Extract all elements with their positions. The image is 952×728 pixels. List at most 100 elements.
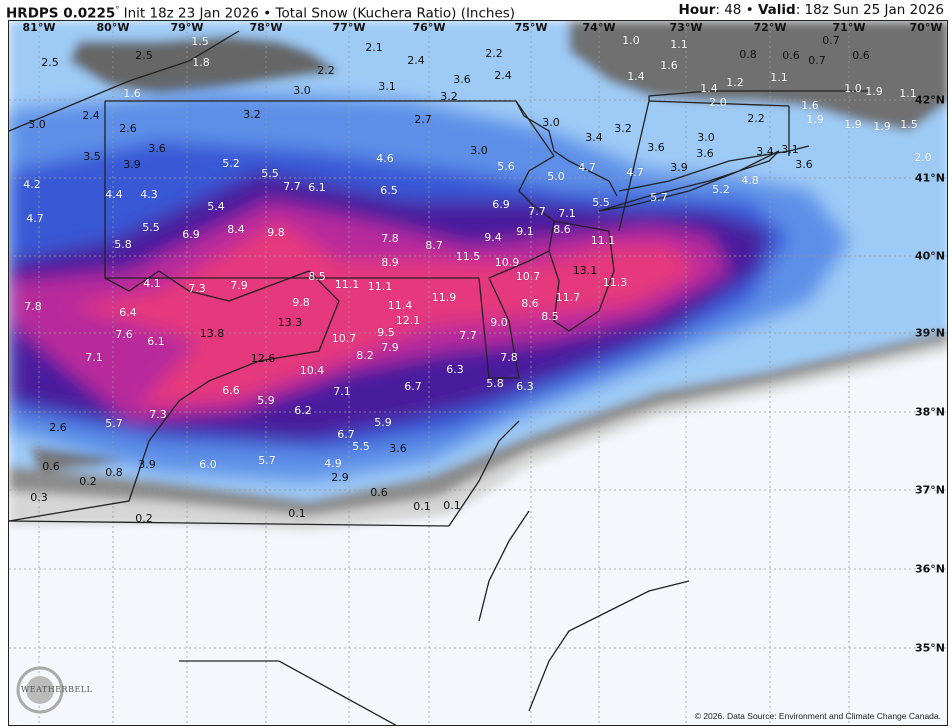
snow-total-label: 5.5 [592,196,610,209]
valid-value: : 18z Sun 25 Jan 2026 [795,2,944,18]
latitude-label: 42°N [914,93,945,107]
latitude-label: 41°N [914,171,945,185]
snow-total-label: 1.1 [770,71,788,84]
header-left: HRDPS 0.0225° Init 18z 23 Jan 2026 • Tot… [6,0,515,24]
snow-total-label: 9.8 [292,296,310,309]
snow-total-label: 2.9 [331,471,349,484]
snowfall-field [9,21,947,725]
longitude-label: 71°W [832,21,866,34]
weatherbell-logo: WEATHERBELL [15,665,92,715]
snow-total-label: 4.6 [376,152,394,165]
snow-total-label: 3.5 [83,150,101,163]
longitude-label: 77°W [332,21,366,34]
snow-total-label: 2.0 [709,96,727,109]
snow-total-label: 1.9 [873,120,891,133]
snow-total-label: 3.6 [647,141,665,154]
snow-total-label: 8.7 [425,239,443,252]
snow-total-label: 3.0 [470,144,488,157]
snow-total-label: 2.6 [119,122,137,135]
snow-total-label: 5.7 [650,191,668,204]
snow-total-label: 3.9 [670,161,688,174]
snow-total-label: 5.8 [114,238,132,251]
snow-total-label: 5.5 [261,167,279,180]
lake-grey [69,36,339,96]
longitude-label: 70°W [909,21,943,34]
pink-area [69,221,699,406]
snow-total-label: 2.2 [317,64,335,77]
snow-total-label: 8.5 [308,270,326,283]
header-right: Hour: 48 • Valid: 18z Sun 25 Jan 2026 [679,0,944,20]
snow-total-label: 6.3 [446,363,464,376]
snow-total-label: 7.1 [85,351,103,364]
hour-label: Hour [678,2,716,18]
latitude-label: 38°N [914,405,945,419]
snow-total-label: 5.6 [497,160,515,173]
snow-total-label: 1.5 [900,118,918,131]
snow-total-label: 3.4 [756,145,774,158]
snow-total-label: 9.1 [516,225,534,238]
latitude-label: 37°N [914,483,945,497]
snow-total-label: 11.4 [387,299,413,312]
snow-total-label: 3.6 [148,142,166,155]
snow-total-label: 6.1 [308,181,326,194]
snow-total-label: 1.1 [670,38,688,51]
snow-total-label: 10.9 [494,256,520,269]
swirl-icon [16,666,64,714]
snow-total-label: 3.9 [123,158,141,171]
snow-total-label: 3.0 [542,116,560,129]
snow-total-label: 1.4 [627,70,645,83]
snow-total-label: 5.7 [105,417,123,430]
snow-total-label: 3.0 [697,131,715,144]
model-name: HRDPS 0.0225 [6,5,116,22]
snow-total-label: 1.6 [660,59,678,72]
snow-total-label: 9.8 [267,226,285,239]
snow-total-label: 9.5 [377,326,395,339]
snow-total-label: 7.8 [24,300,42,313]
snow-total-label: 4.9 [324,457,342,470]
snow-total-label: 3.0 [28,118,46,131]
snow-total-label: 4.3 [140,188,158,201]
snow-total-label: 7.7 [283,180,301,193]
snow-total-label: 13.1 [572,264,598,277]
snow-total-label: 1.9 [865,85,883,98]
snow-total-label: 13.8 [199,327,225,340]
snow-total-label: 1.2 [726,76,744,89]
snow-total-label: 6.7 [404,380,422,393]
valid-label: Valid [757,2,796,18]
snowfall-map[interactable]: 81°W 80°W 79°W 78°W 77°W 76°W 75°W 74°W 73°W 72°W… [8,20,948,726]
snow-total-label: 6.9 [492,198,510,211]
snow-total-label: 6.7 [337,428,355,441]
snow-total-label: 11.1 [367,280,393,293]
snow-total-label: 5.9 [257,394,275,407]
snow-total-label: 1.5 [191,35,209,48]
snow-total-label: 6.2 [294,404,312,417]
snow-total-label: 12.1 [395,314,421,327]
snow-total-label: 7.7 [528,205,546,218]
snow-total-label: 6.4 [119,306,137,319]
snow-total-label: 0.2 [79,475,97,488]
snow-total-label: 7.8 [500,351,518,364]
snow-total-label: 0.7 [808,54,826,67]
snow-total-label: 4.7 [26,212,44,225]
graticule [9,21,947,725]
snow-total-label: 8.9 [381,256,399,269]
snow-total-label: 6.9 [182,228,200,241]
snow-total-label: 0.6 [782,49,800,62]
snow-total-label: 7.8 [381,232,399,245]
init-time: Init 18z 23 Jan 2026 [123,5,259,22]
longitude-label: 81°W [22,21,56,34]
snow-total-label: 7.3 [188,282,206,295]
snow-total-label: 2.4 [494,69,512,82]
snow-total-label: 6.6 [222,384,240,397]
separator: • [745,2,754,18]
snow-total-label: 5.2 [222,157,240,170]
snow-total-label: 8.6 [553,223,571,236]
snow-total-label: 1.0 [622,34,640,47]
separator: • [263,5,272,22]
snow-total-label: 2.2 [747,112,765,125]
snow-total-label: 8.6 [521,297,539,310]
snow-total-label: 3.6 [389,442,407,455]
snow-total-label: 4.4 [105,188,123,201]
snow-total-label: 3.4 [585,131,603,144]
snow-total-label: 5.7 [258,454,276,467]
